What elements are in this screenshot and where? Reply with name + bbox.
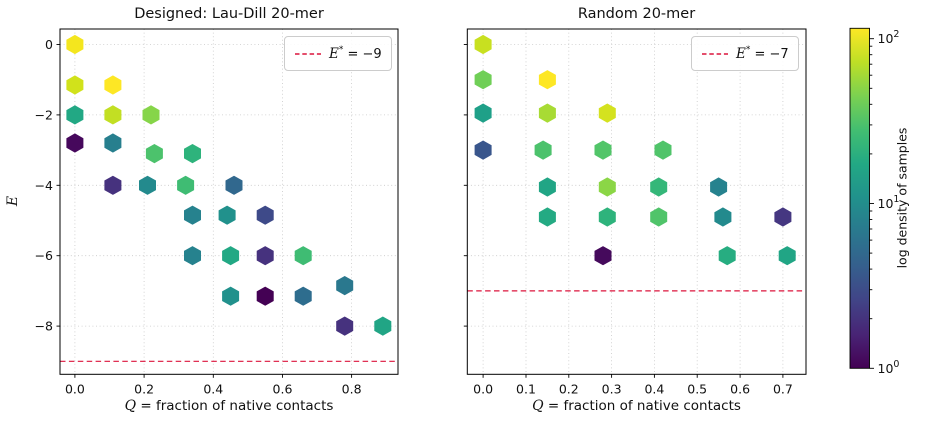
hexbin-point [184,246,201,266]
hexbin-point [184,205,201,225]
hexbin-point [66,34,84,55]
x-tick-label: 0.4 [203,381,223,396]
axes-frame [59,28,399,375]
hexbin-point [184,144,201,164]
legend-left-var: E [329,46,339,62]
colorbar-gradient [850,28,870,369]
hexbin-point [256,205,274,225]
hexbin-point [104,133,122,153]
x-tick-label: 0.7 [773,381,793,396]
hexbin-point [534,140,552,160]
legend-left: E* = −9 [284,36,392,71]
hexbin-point [66,133,84,153]
hexbin-point [222,286,240,306]
hexbin-point [474,140,492,160]
legend-right-rest: = −7 [750,47,789,62]
y-tick-label: −6 [35,248,53,263]
hexbin-point [778,246,796,266]
y-axis-label: E [5,195,21,207]
hexbin-point [104,175,122,195]
hexbin-point [538,70,556,90]
x-axis-label-left: Q = fraction of native contacts [60,398,398,416]
colorbar-tick-label: 100 [878,359,900,376]
x-axis-label-left-var: Q [124,398,137,414]
x-tick-label: 0.5 [687,381,707,396]
x-tick-label: 0.2 [559,381,579,396]
legend-right-label: E* = −7 [736,45,789,62]
x-tick-label: 0.0 [65,381,85,396]
legend-right: E* = −7 [691,36,799,71]
hexbin-point [594,246,612,266]
x-axis-label-right-rest: = fraction of native contacts [543,398,741,414]
hexbin-point [598,103,616,123]
colorbar-frame [849,27,870,369]
hexbin-point [177,175,195,195]
hexbin-point [598,177,616,197]
hexbin-point [374,316,392,336]
x-tick-label: 0.4 [644,381,664,396]
legend-right-sup: * [745,45,751,55]
legend-right-var: E [736,46,746,62]
x-tick-label: 0.8 [342,381,362,396]
x-axis-label-left-rest: = fraction of native contacts [136,398,334,414]
hexbin-point [225,175,243,195]
hexbin-point [222,246,240,266]
hexbin-point [66,105,84,125]
hexbin-point [654,140,672,160]
hexbin-point [104,105,122,125]
hexbin-point [650,177,668,197]
x-tick-label: 0.6 [273,381,293,396]
legend-dash-red-icon [295,52,321,55]
hexbin-point [774,207,792,227]
y-tick-label: 0 [45,37,53,52]
x-axis-label-right-var: Q [532,398,544,414]
x-tick-label: 0.3 [602,381,622,396]
hexbin-point [714,207,732,227]
x-tick-label: 0.6 [730,381,750,396]
y-tick-label: −8 [35,319,53,334]
hexbin-point [538,177,556,197]
hexbin-point [474,103,492,123]
hexbin-point [336,276,354,296]
hexbin-point [145,144,163,164]
hexbin-point [218,205,236,225]
hexbin-point [139,175,156,195]
legend-left-rest: = −9 [343,47,382,62]
panel-title-random: Random 20-mer [577,6,696,22]
colorbar-tick-label: 102 [878,29,900,46]
hexbin-point [142,105,160,125]
hexbin-point [294,246,312,266]
x-tick-label: 0.2 [134,381,154,396]
x-axis-label-right: Q = fraction of native contacts [467,398,806,416]
colorbar-tick-label: 101 [878,194,900,211]
hexbin-point [256,246,274,266]
hexbin-point [718,246,736,266]
x-tick-label: 0.1 [516,381,536,396]
hexbin-point [104,75,122,95]
colorbar-label: log density of samples [894,127,910,269]
hexbin-point [256,286,274,306]
y-tick-label: −2 [35,107,53,122]
y-tick-label: −4 [35,178,53,193]
hexbin-point [294,286,312,306]
legend-left-sup: * [338,45,344,55]
hexbin-point [650,207,668,227]
hexbin-point [710,177,728,197]
legend-dash-red-icon [702,52,728,55]
hexbin-point [538,103,556,123]
hexbin-point [474,34,492,55]
hexbin-point [474,70,492,90]
legend-left-label: E* = −9 [329,45,382,62]
hexbin-point [66,75,84,95]
axes-frame [466,28,807,375]
panel-title-designed: Designed: Lau-Dill 20-mer [134,6,324,22]
hexbin-point [336,316,354,336]
hexbin-point [538,207,556,227]
hexbin-point [594,140,612,160]
x-tick-label: 0.0 [473,381,493,396]
hexbin-point [598,207,616,227]
